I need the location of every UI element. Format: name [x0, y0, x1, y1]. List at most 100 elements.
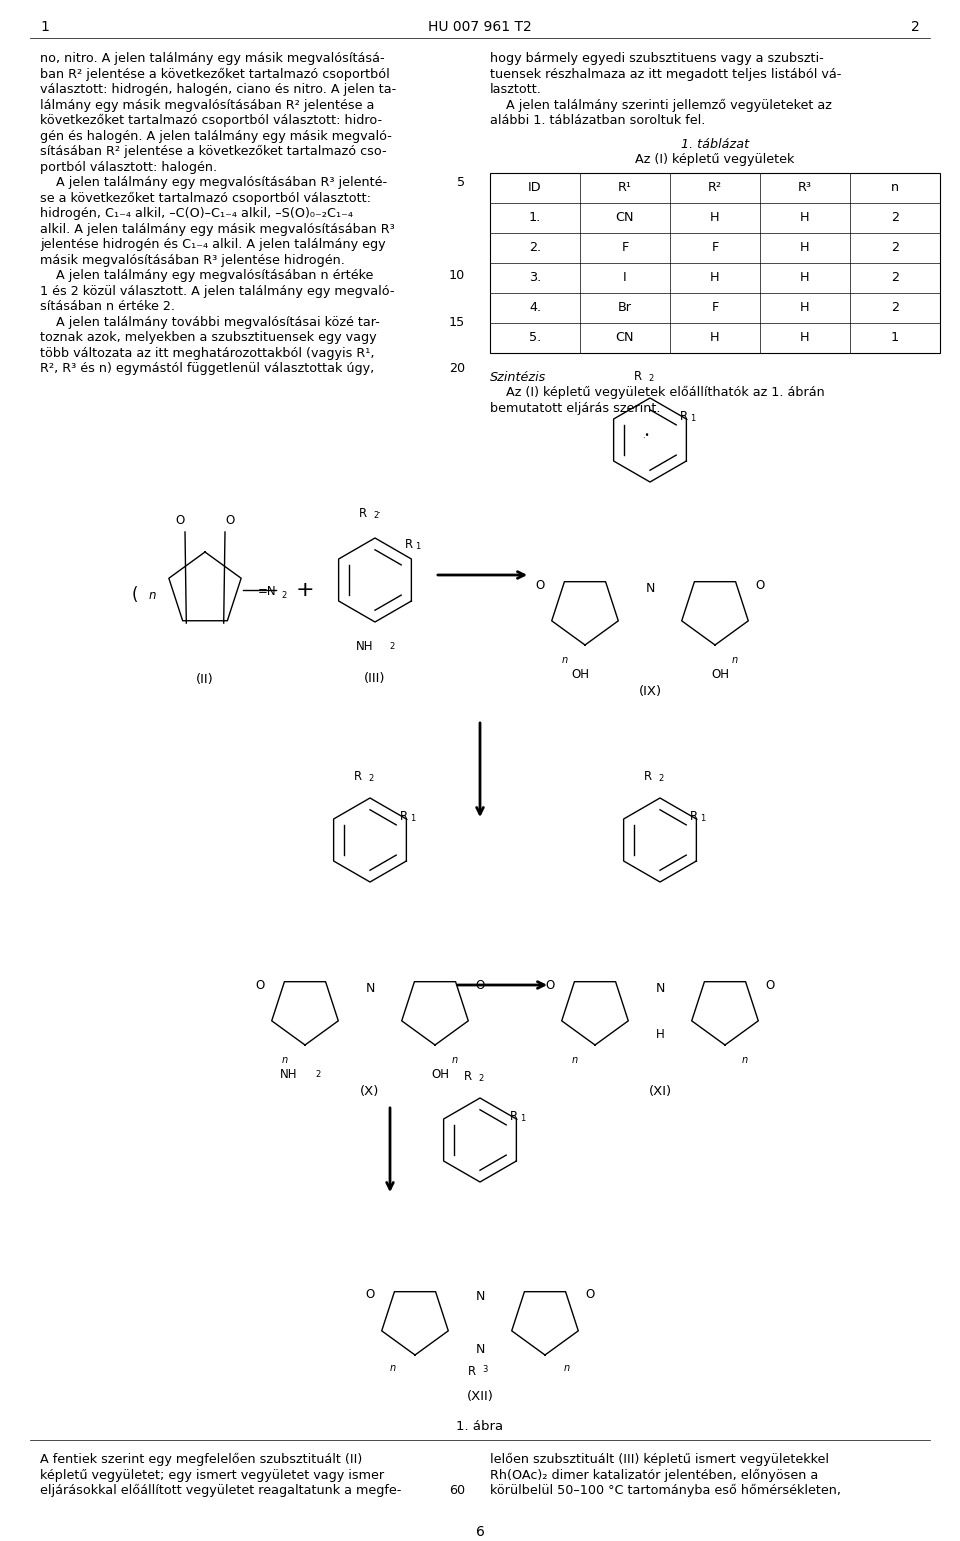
- Text: R³: R³: [798, 180, 812, 194]
- Text: H: H: [710, 271, 720, 284]
- Text: N: N: [366, 982, 374, 994]
- Text: 2: 2: [891, 300, 899, 314]
- Text: 2: 2: [648, 374, 653, 384]
- Text: F: F: [711, 300, 719, 314]
- Text: Szintézis: Szintézis: [490, 370, 546, 384]
- Text: H: H: [710, 211, 720, 223]
- Text: O: O: [366, 1288, 374, 1302]
- Text: 6: 6: [475, 1526, 485, 1539]
- Text: 2: 2: [281, 592, 286, 599]
- Text: O: O: [536, 578, 544, 592]
- Text: NH: NH: [355, 640, 373, 653]
- Text: 3.: 3.: [529, 271, 541, 284]
- Text: H: H: [801, 331, 810, 344]
- Text: CN: CN: [615, 331, 635, 344]
- Text: n: n: [452, 1056, 458, 1065]
- Text: Az (I) képletű vegyületek: Az (I) képletű vegyületek: [636, 153, 795, 166]
- Text: N: N: [656, 982, 664, 994]
- Text: =N: =N: [258, 586, 276, 598]
- Text: N: N: [475, 1290, 485, 1304]
- Text: (X): (X): [360, 1085, 380, 1099]
- Text: lelően szubsztituált (III) képletű ismert vegyületekkel: lelően szubsztituált (III) képletű ismer…: [490, 1453, 829, 1465]
- Text: következőket tartalmazó csoportból választott: hidro-: következőket tartalmazó csoportból válas…: [40, 114, 382, 128]
- Text: 10: 10: [448, 270, 465, 282]
- Text: 4.: 4.: [529, 300, 541, 314]
- Text: R: R: [359, 507, 367, 519]
- Text: R: R: [404, 538, 413, 552]
- Text: 1.: 1.: [529, 211, 541, 223]
- Text: Br: Br: [618, 300, 632, 314]
- Text: n: n: [149, 589, 156, 601]
- Text: H: H: [801, 211, 810, 223]
- Text: OH: OH: [431, 1068, 449, 1080]
- Text: R: R: [464, 1069, 472, 1083]
- Text: F: F: [711, 240, 719, 254]
- Text: O: O: [475, 979, 485, 991]
- Text: eljárásokkal előállított vegyületet reagaltatunk a megfe-: eljárásokkal előállított vegyületet reag…: [40, 1484, 401, 1498]
- Text: A jelen találmány szerinti jellemző vegyületeket az: A jelen találmány szerinti jellemző vegy…: [490, 99, 832, 111]
- Text: n: n: [742, 1056, 748, 1065]
- Text: 1: 1: [701, 814, 706, 823]
- Text: n: n: [572, 1056, 578, 1065]
- Text: se a következőket tartalmazó csoportból választott:: se a következőket tartalmazó csoportból …: [40, 191, 371, 205]
- Text: O: O: [586, 1288, 594, 1302]
- Text: n: n: [282, 1056, 288, 1065]
- Text: képletű vegyületet; egy ismert vegyületet vagy ismer: képletű vegyületet; egy ismert vegyülete…: [40, 1469, 384, 1481]
- Text: R: R: [354, 770, 362, 783]
- Text: n: n: [732, 655, 738, 666]
- Text: bemutatott eljárás szerint.: bemutatott eljárás szerint.: [490, 402, 660, 415]
- Text: 2: 2: [891, 240, 899, 254]
- Text: több változata az itt meghatározottakból (vagyis R¹,: több változata az itt meghatározottakból…: [40, 347, 374, 359]
- Text: választott: hidrogén, halogén, ciano és nitro. A jelen ta-: választott: hidrogén, halogén, ciano és …: [40, 83, 396, 96]
- Text: H: H: [710, 331, 720, 344]
- Text: 1: 1: [411, 814, 416, 823]
- Text: toznak azok, melyekben a szubsztituensek egy vagy: toznak azok, melyekben a szubsztituensek…: [40, 331, 376, 344]
- Text: 1: 1: [416, 542, 420, 552]
- Text: R: R: [689, 811, 698, 823]
- Text: körülbelül 50–100 °C tartományba eső hőmérsékleten,: körülbelül 50–100 °C tartományba eső hőm…: [490, 1484, 841, 1498]
- Text: 2: 2: [658, 774, 663, 783]
- Text: HU 007 961 T2: HU 007 961 T2: [428, 20, 532, 34]
- Text: N: N: [645, 581, 655, 595]
- Text: R: R: [510, 1110, 517, 1123]
- Text: 15: 15: [448, 316, 465, 328]
- Text: hogy bármely egyedi szubsztituens vagy a szubszti-: hogy bármely egyedi szubsztituens vagy a…: [490, 52, 824, 65]
- Text: másik megvalósításában R³ jelentése hidrogén.: másik megvalósításában R³ jelentése hidr…: [40, 254, 345, 267]
- Text: 1: 1: [891, 331, 900, 344]
- Text: ID: ID: [528, 180, 541, 194]
- Text: portból választott: halogén.: portból választott: halogén.: [40, 160, 217, 174]
- Text: OH: OH: [571, 667, 589, 681]
- Text: (XII): (XII): [467, 1390, 493, 1402]
- Text: (: (: [132, 586, 138, 604]
- Text: R: R: [634, 370, 642, 384]
- Text: Rh(OAc)₂ dimer katalizatór jelentében, előnyösen a: Rh(OAc)₂ dimer katalizatór jelentében, e…: [490, 1469, 818, 1481]
- Text: OH: OH: [711, 667, 729, 681]
- Text: ban R² jelentése a következőket tartalmazó csoportból: ban R² jelentése a következőket tartalma…: [40, 68, 390, 80]
- Text: 2: 2: [478, 1074, 483, 1083]
- Text: A jelen találmány további megvalósításai közé tar-: A jelen találmány további megvalósításai…: [40, 316, 380, 328]
- Text: (III): (III): [364, 672, 386, 686]
- Text: lasztott.: lasztott.: [490, 83, 541, 96]
- Text: O: O: [756, 578, 764, 592]
- Text: O: O: [545, 979, 555, 991]
- Text: N: N: [475, 1344, 485, 1356]
- Text: R: R: [399, 811, 408, 823]
- Text: .•: .•: [642, 430, 650, 439]
- Text: lálmány egy másik megvalósításában R² jelentése a: lálmány egy másik megvalósításában R² je…: [40, 99, 374, 111]
- Text: 1: 1: [520, 1114, 526, 1123]
- Text: 2: 2: [911, 20, 920, 34]
- Text: A jelen találmány egy megvalósításában R³ jelenté-: A jelen találmány egy megvalósításában R…: [40, 176, 387, 190]
- Text: NH: NH: [279, 1068, 297, 1080]
- Text: R: R: [644, 770, 652, 783]
- Text: O: O: [765, 979, 775, 991]
- Text: A fentiek szerint egy megfelelően szubsztituált (II): A fentiek szerint egy megfelelően szubsz…: [40, 1453, 362, 1465]
- Text: 1: 1: [690, 415, 696, 424]
- Text: n: n: [891, 180, 900, 194]
- Text: F: F: [621, 240, 629, 254]
- Text: 2: 2: [315, 1069, 321, 1079]
- Bar: [490, 173, 940, 353]
- Text: R¹: R¹: [618, 180, 632, 194]
- Text: Az (I) képletű vegyületek előállíthatók az 1. ábrán: Az (I) képletű vegyületek előállíthatók …: [490, 385, 825, 399]
- Text: gén és halogén. A jelen találmány egy másik megvaló-: gén és halogén. A jelen találmány egy má…: [40, 129, 392, 142]
- Text: jelentése hidrogén és C₁₋₄ alkil. A jelen találmány egy: jelentése hidrogén és C₁₋₄ alkil. A jele…: [40, 237, 386, 251]
